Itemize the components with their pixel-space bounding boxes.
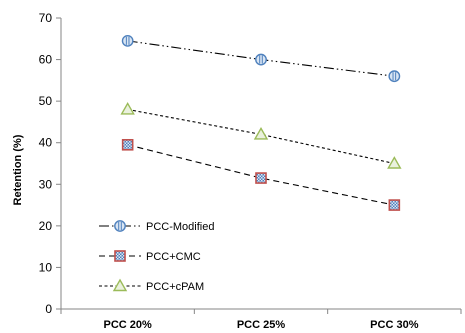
- legend-entry: PCC+CMC: [99, 250, 201, 263]
- y-tick-label: 30: [39, 177, 53, 191]
- data-point: [121, 34, 134, 47]
- y-tick-label: 70: [39, 11, 53, 25]
- y-axis-label: Retention (%): [12, 134, 24, 205]
- y-tick-label: 10: [39, 260, 53, 274]
- series-1: [121, 34, 401, 83]
- y-tick-label: 60: [39, 53, 53, 67]
- legend: PCC-Modified PCC+CMC PCC+cPAM: [99, 220, 214, 293]
- y-tick-label: 50: [39, 94, 53, 108]
- data-point: [253, 126, 269, 140]
- legend-entry: PCC-Modified: [99, 220, 214, 233]
- data-point: [387, 156, 402, 169]
- legend-label: PCC+CMC: [146, 251, 201, 263]
- y-tick-label: 20: [39, 219, 53, 233]
- x-tick-label: PCC 25%: [237, 319, 286, 331]
- x-tick-label: PCC 30%: [370, 319, 419, 331]
- legend-marker: [112, 278, 128, 292]
- x-tick-label: PCC 20%: [104, 319, 153, 331]
- legend-marker: [114, 220, 126, 232]
- legend-label: PCC-Modified: [146, 221, 214, 233]
- legend-label: PCC+cPAM: [146, 281, 204, 293]
- data-point: [120, 102, 135, 115]
- axes: 0 10 20 30 40 50 60 70 PCC 20% PCC 25% PCC 30%: [39, 11, 462, 331]
- y-tick-label: 40: [39, 136, 53, 150]
- series-2: [121, 138, 401, 211]
- data-point: [388, 199, 401, 211]
- data-point: [121, 138, 134, 151]
- data-point: [255, 172, 267, 184]
- data-point: [255, 53, 267, 66]
- series-line: [127, 108, 395, 165]
- legend-marker: [114, 250, 126, 262]
- series-3: [120, 102, 402, 169]
- data-point: [388, 70, 401, 83]
- y-tick-label: 0: [45, 302, 52, 316]
- series-layer: [120, 34, 402, 211]
- legend-entry: PCC+cPAM: [99, 278, 204, 293]
- series-line: [127, 144, 395, 206]
